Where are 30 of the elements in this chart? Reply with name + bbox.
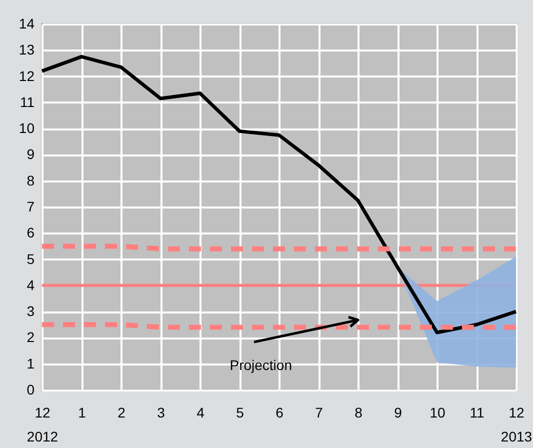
y-tick-label: 0	[26, 382, 35, 398]
y-tick-label: 7	[26, 198, 35, 214]
y-tick-label: 13	[18, 42, 35, 58]
x-tick-label: 5	[236, 404, 244, 420]
y-tick-label: 10	[18, 120, 35, 136]
y-tick-label: 11	[20, 94, 35, 110]
x-tick-label: 6	[276, 404, 284, 420]
y-tick-label: 8	[26, 172, 35, 188]
y-tick-label: 1	[26, 355, 35, 372]
y-tick-label: 3	[26, 303, 35, 320]
y-tick-label: 4	[26, 276, 35, 293]
x-tick-label: 9	[394, 404, 402, 420]
x-tick-label: 10	[430, 404, 446, 420]
annotation: Projection	[230, 357, 292, 373]
x-tick-label: 12 2013	[500, 404, 532, 444]
x-tick-label: 4	[196, 404, 205, 420]
y-tick-label: 12	[18, 68, 35, 84]
x-tick-label: 12 2012	[26, 404, 58, 444]
x-tick-label: 8	[354, 404, 363, 420]
line-series	[40, 54, 518, 334]
x-tick-label: 3	[157, 404, 166, 420]
y-tick-label: 14	[18, 16, 35, 32]
y-tick-label: 5	[26, 250, 35, 267]
x-tick-label: 1	[78, 404, 86, 420]
y-tick-label: 2	[26, 329, 35, 346]
x-tick-label: 11	[470, 404, 484, 420]
x-tick-label: 7	[315, 404, 324, 420]
y-tick-label: 6	[26, 224, 35, 241]
x-tick-label: 2	[118, 404, 126, 420]
y-tick-label: 9	[26, 146, 35, 162]
